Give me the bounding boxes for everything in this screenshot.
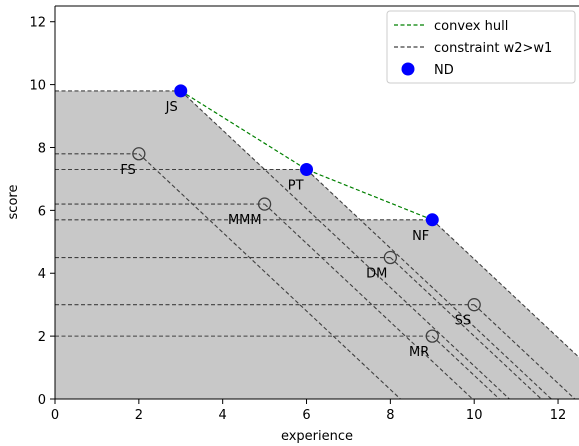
legend-nd-label: ND (434, 63, 454, 78)
x-tick-label: 0 (51, 408, 59, 423)
constraint-slope-pt (306, 169, 552, 399)
x-tick-label: 10 (466, 408, 483, 423)
constraint-slope-ss (473, 304, 576, 399)
dominated-point-mr (425, 329, 439, 343)
x-tick-label: 4 (219, 408, 227, 423)
y-tick-label: 10 (29, 79, 46, 94)
point-label-dm: DM (366, 267, 387, 282)
dominated-point-dm (383, 250, 398, 265)
point-label-fs: FS (120, 163, 136, 178)
y-tick-label: 8 (38, 141, 46, 156)
x-tick-label: 6 (302, 408, 310, 423)
y-tick-label: 12 (29, 16, 46, 31)
constraint-slope-dm (389, 257, 542, 399)
legend-nd-marker (401, 62, 415, 76)
point-label-ss: SS (455, 314, 472, 329)
nd-point-pt (300, 162, 314, 176)
legend-convex-hull-label: convex hull (434, 19, 508, 34)
x-tick-label: 12 (550, 408, 567, 423)
y-tick-label: 0 (38, 393, 46, 408)
x-tick-label: 8 (386, 408, 394, 423)
constraint-slope-nf (431, 219, 579, 359)
point-label-mr: MR (409, 345, 429, 360)
convex-hull-line (180, 90, 433, 221)
nd-point-js (174, 84, 188, 98)
dominated-point-fs (132, 147, 146, 161)
y-tick-label: 6 (38, 204, 46, 219)
nd-point-nf (425, 213, 439, 227)
constraint-slope-fs (138, 153, 401, 399)
x-axis-label: experience (281, 429, 353, 444)
x-tick-label: 2 (135, 408, 143, 423)
dominated-point-ss (467, 298, 481, 312)
feasible-region (55, 90, 579, 399)
plot-area: JS PT NF FS MMM DM SS MR (55, 84, 579, 399)
axes: 0 2 4 6 8 10 12 0 2 4 6 8 10 12 (29, 5, 579, 423)
legend-box (386, 10, 576, 84)
legend-constraint-label: constraint w2>w1 (434, 41, 552, 56)
point-label-pt: PT (288, 178, 304, 193)
point-label-mmm: MMM (228, 213, 262, 228)
constraint-slope-js (180, 90, 510, 399)
y-tick-label: 4 (38, 267, 46, 282)
constraint-slope-mr (431, 335, 500, 399)
dominated-point-mmm (257, 197, 272, 211)
y-axis-label: score (6, 185, 21, 220)
point-label-nf: NF (412, 229, 429, 244)
point-label-js: JS (165, 100, 178, 115)
y-tick-label: 2 (38, 330, 46, 345)
constraint-slope-mmm (264, 203, 473, 399)
legend: convex hull constraint w2>w1 ND (386, 10, 576, 84)
